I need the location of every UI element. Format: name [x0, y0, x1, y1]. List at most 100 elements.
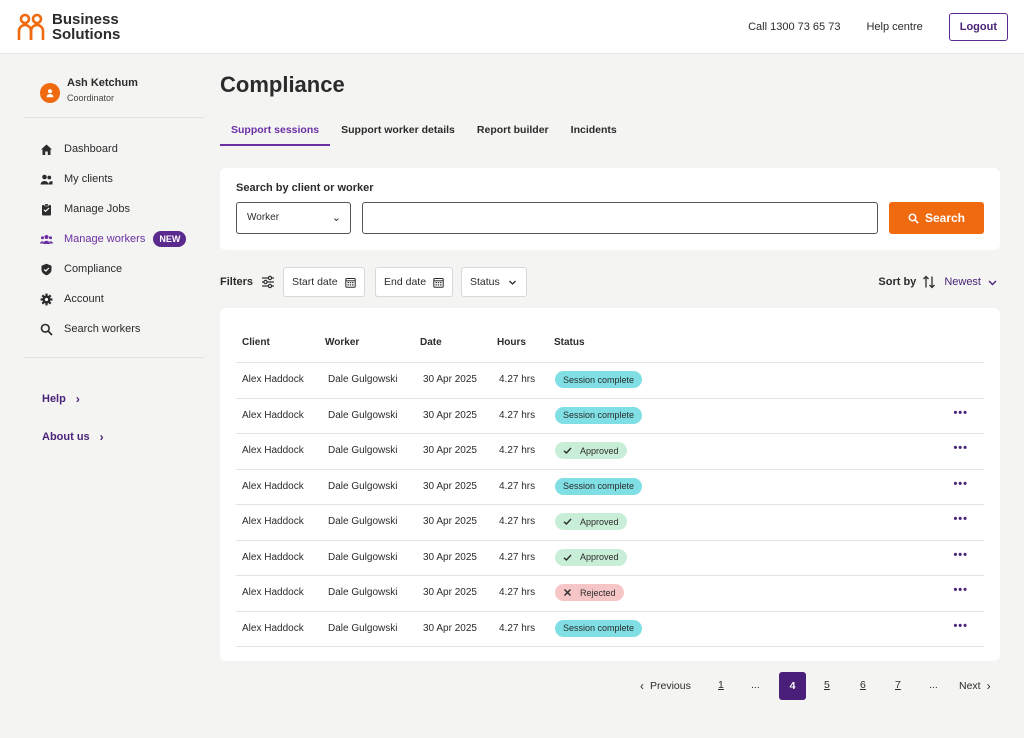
more-options-icon[interactable]: •••: [953, 442, 968, 454]
cell-worker: Dale Gulgowski: [328, 374, 398, 385]
filters-toggle[interactable]: Filters: [220, 275, 275, 289]
more-options-icon[interactable]: •••: [953, 477, 968, 490]
search-panel: Search by client or worker Worker ⌄ Sear…: [220, 168, 1000, 250]
more-options-icon[interactable]: •••: [953, 619, 968, 632]
search-button[interactable]: Search: [889, 202, 984, 234]
table-row[interactable]: Alex Haddock Dale Gulgowski 30 Apr 2025 4.2…: [236, 433, 984, 469]
tab-incidents[interactable]: Incidents: [570, 124, 617, 136]
status-filter-label: Status: [470, 276, 500, 288]
more-options-icon[interactable]: •••: [953, 548, 968, 561]
cell-date: 30 Apr 2025: [423, 374, 477, 385]
sidebar-item-dashboard[interactable]: Dashboard: [40, 134, 186, 164]
profile-name: Ash Ketchum: [67, 77, 138, 89]
sliders-icon: [262, 275, 275, 289]
cell-worker: Dale Gulgowski: [328, 551, 398, 563]
cell-hours: 4.27 hrs: [499, 551, 536, 563]
page-6[interactable]: 6: [860, 679, 866, 691]
cell-date: 30 Apr 2025: [423, 516, 477, 527]
brand-line-1: Business: [52, 11, 119, 28]
cell-date: 30 Apr 2025: [423, 480, 477, 492]
status-badge: Session complete: [555, 477, 643, 495]
search-input[interactable]: [362, 202, 878, 234]
sidebar-item-label: Compliance: [64, 263, 123, 275]
previous-page-button[interactable]: ‹ Previous: [640, 679, 691, 693]
status-label: Session complete: [563, 623, 635, 633]
sidebar-item-account[interactable]: Account: [40, 284, 186, 314]
column-header-date[interactable]: Date: [420, 337, 442, 348]
page-1[interactable]: 1: [718, 679, 724, 691]
sidebar-nav: Dashboard My clients Manage Jobs Manage …: [40, 134, 187, 344]
column-header-status[interactable]: Status: [554, 337, 585, 348]
status-badge: Approved: [555, 442, 627, 459]
cell-client: Alex Haddock: [242, 516, 304, 527]
status-label: Session complete: [563, 481, 635, 491]
more-options-icon[interactable]: •••: [953, 513, 968, 525]
column-header-worker[interactable]: Worker: [325, 337, 360, 348]
cell-hours: 4.27 hrs: [499, 409, 536, 421]
table-row[interactable]: Alex Haddock Dale Gulgowski 30 Apr 2025 4.2…: [236, 362, 984, 398]
gear-icon: [40, 293, 53, 305]
chevron-down-icon: [988, 280, 997, 285]
sidebar-item-manage-workers[interactable]: Manage workers NEW: [40, 224, 187, 254]
sort-label: Sort by: [878, 276, 917, 288]
sidebar-item-compliance[interactable]: Compliance: [40, 254, 186, 284]
brand-logo[interactable]: Business Solutions: [16, 12, 120, 42]
logout-button[interactable]: Logout: [948, 13, 1008, 41]
help-link[interactable]: Help ›: [42, 392, 80, 406]
next-page-button[interactable]: Next ›: [959, 679, 991, 693]
cell-hours: 4.27 hrs: [499, 374, 536, 385]
column-header-client[interactable]: Client: [242, 337, 270, 348]
start-date-filter[interactable]: Start date: [283, 267, 365, 297]
shield-icon: [41, 263, 52, 275]
profile-text: Ash Ketchum Coordinator: [67, 77, 138, 103]
sidebar-item-manage-jobs[interactable]: Manage Jobs: [40, 194, 186, 224]
phone-link[interactable]: Call 1300 73 65 73: [748, 21, 841, 33]
status-filter[interactable]: Status: [461, 267, 527, 297]
page-5[interactable]: 5: [824, 679, 830, 691]
calendar-icon: [433, 277, 444, 288]
chevron-right-icon: ›: [99, 430, 104, 444]
sidebar-item-search-workers[interactable]: Search workers: [40, 314, 186, 344]
table-row[interactable]: Alex Haddock Dale Gulgowski 30 Apr 2025 4.2…: [236, 397, 984, 434]
sidebar-item-my-clients[interactable]: My clients: [40, 164, 186, 194]
chevron-down-icon: [508, 280, 516, 285]
page-7[interactable]: 7: [895, 679, 901, 691]
check-icon: [563, 518, 572, 525]
table-bottom-border: [236, 646, 984, 647]
status-badge: Approved: [555, 548, 627, 566]
table-row[interactable]: Alex Haddock Dale Gulgowski 30 Apr 2025 4.2…: [236, 610, 984, 647]
tab-support-worker-details[interactable]: Support worker details: [341, 124, 455, 136]
calendar-icon: [344, 277, 356, 288]
start-date-label: Start date: [292, 276, 338, 288]
end-date-filter[interactable]: End date: [375, 267, 454, 297]
check-icon: [563, 447, 572, 454]
brand-name: Business Solutions: [52, 12, 120, 42]
group-icon: [40, 234, 53, 244]
cell-worker: Dale Gulgowski: [328, 480, 398, 492]
page-4-current[interactable]: 4: [779, 672, 806, 700]
help-link-label: Help: [42, 393, 66, 405]
search-type-select[interactable]: Worker ⌄: [236, 202, 351, 234]
avatar: [40, 83, 60, 103]
about-us-link[interactable]: About us ›: [42, 430, 104, 444]
logo-icon: [17, 13, 45, 40]
table-row[interactable]: Alex Haddock Dale Gulgowski 30 Apr 2025 4.2…: [236, 539, 984, 576]
search-icon: [40, 323, 53, 336]
tab-support-sessions[interactable]: Support sessions: [220, 120, 331, 146]
more-options-icon[interactable]: •••: [953, 406, 968, 419]
search-button-label: Search: [924, 211, 966, 225]
about-link-label: About us: [42, 431, 90, 443]
status-badge: Session complete: [555, 619, 643, 637]
cell-worker: Dale Gulgowski: [328, 516, 398, 527]
tab-report-builder[interactable]: Report builder: [476, 124, 549, 136]
column-header-hours[interactable]: Hours: [497, 337, 526, 348]
table-row[interactable]: Alex Haddock Dale Gulgowski 30 Apr 2025 4.2…: [236, 575, 984, 611]
help-centre-link[interactable]: Help centre: [866, 21, 923, 33]
status-label: Session complete: [563, 374, 635, 385]
sort-control[interactable]: Sort by Newest: [878, 275, 998, 289]
table-row[interactable]: Alex Haddock Dale Gulgowski 30 Apr 2025 4.2…: [236, 504, 984, 540]
sidebar-item-label: Search workers: [64, 323, 141, 335]
next-label: Next: [959, 680, 981, 692]
table-row[interactable]: Alex Haddock Dale Gulgowski 30 Apr 2025 4.2…: [236, 468, 984, 505]
more-options-icon[interactable]: •••: [953, 584, 968, 596]
